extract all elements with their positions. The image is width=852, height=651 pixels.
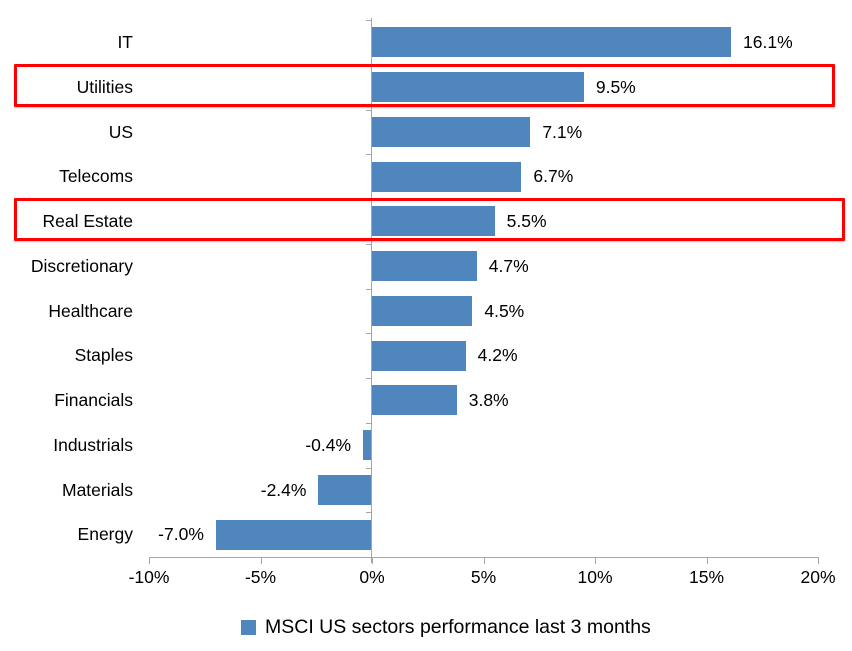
value-label: 16.1% xyxy=(743,32,793,52)
value-axis-tick-label: -5% xyxy=(244,567,277,587)
highlight-box-utilities xyxy=(14,63,835,107)
bar xyxy=(372,116,531,147)
value-label: -7.0% xyxy=(158,524,204,545)
category-label: Utilities xyxy=(76,76,133,97)
value-label: 7.1% xyxy=(542,121,583,142)
category-label: Healthcare xyxy=(48,300,133,321)
chart-legend: MSCI US sectors performance last 3 month… xyxy=(241,612,651,642)
value-axis-tick-label: 5% xyxy=(470,567,497,587)
category-axis-tick xyxy=(366,154,372,156)
value-label: 3.8% xyxy=(468,390,509,410)
category-label: Discretionary xyxy=(30,255,133,276)
value-axis-tick xyxy=(595,557,596,564)
bar xyxy=(215,519,372,550)
category-label: IT xyxy=(117,32,133,52)
category-axis-tick xyxy=(366,467,372,469)
category-axis-tick xyxy=(366,512,372,514)
legend-label: MSCI US sectors performance last 3 month… xyxy=(265,615,651,638)
category-axis-tick xyxy=(366,422,372,424)
value-axis-tick xyxy=(149,557,150,564)
bar xyxy=(372,340,466,371)
value-axis-tick-label: 10% xyxy=(577,567,613,587)
bar xyxy=(372,27,732,58)
category-label: Materials xyxy=(62,479,133,500)
category-axis-tick xyxy=(366,378,372,379)
bar xyxy=(372,251,477,282)
value-label: 4.2% xyxy=(477,345,518,366)
highlight-box-real-estate xyxy=(14,198,845,241)
bar xyxy=(318,474,372,505)
bar xyxy=(372,295,473,326)
value-label: 4.7% xyxy=(488,255,529,276)
category-axis-line xyxy=(371,18,372,563)
value-axis-tick xyxy=(372,557,373,564)
category-label: Energy xyxy=(77,524,133,545)
value-axis-tick xyxy=(818,557,819,564)
bar xyxy=(372,385,457,416)
category-axis-tick xyxy=(366,243,372,245)
value-axis-tick-label: -10% xyxy=(128,567,170,587)
category-axis-tick xyxy=(366,333,372,335)
bar xyxy=(372,206,495,237)
value-axis-tick xyxy=(260,557,262,564)
value-label: 4.5% xyxy=(484,300,525,321)
category-label: Industrials xyxy=(53,434,133,455)
category-label: Telecoms xyxy=(59,166,133,187)
category-axis-tick xyxy=(366,109,372,111)
value-label: 6.7% xyxy=(533,166,574,187)
value-axis-tick xyxy=(483,557,485,564)
value-label: 9.5% xyxy=(595,76,636,97)
value-axis-tick xyxy=(706,557,708,564)
category-label: Real Estate xyxy=(42,211,133,231)
value-label: 5.5% xyxy=(506,211,547,231)
value-axis-tick-label: 15% xyxy=(688,567,725,587)
category-label: US xyxy=(108,121,133,142)
category-axis-tick xyxy=(366,20,372,21)
value-label: -0.4% xyxy=(305,434,352,455)
category-label: Staples xyxy=(74,345,133,366)
category-label: Financials xyxy=(54,390,133,410)
value-axis-tick-label: 20% xyxy=(800,567,836,587)
value-label: -2.4% xyxy=(260,479,307,500)
legend-square-icon xyxy=(241,619,256,635)
bar xyxy=(363,430,372,461)
value-axis-tick-label: 0% xyxy=(359,567,385,587)
bar xyxy=(372,72,584,103)
bar xyxy=(372,161,522,192)
category-axis-tick xyxy=(366,288,372,290)
